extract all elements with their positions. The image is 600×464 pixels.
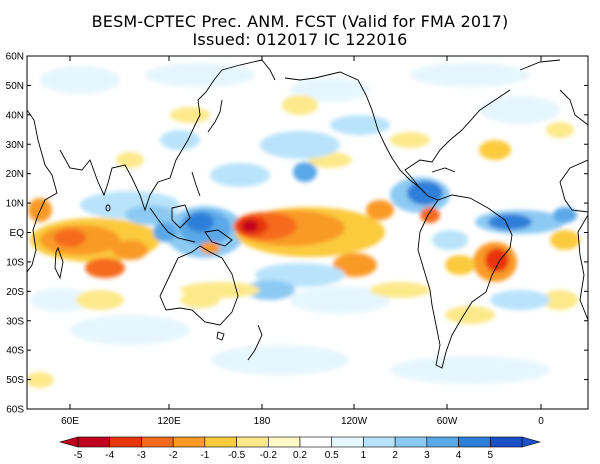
latitude-axis: 60N 50N 40N 30N 20N 10N EQ 10S 20S 30S 40S 50S 60S bbox=[6, 52, 588, 416]
lat-label: 50S bbox=[6, 375, 24, 386]
longitude-axis: 60E 120E 180 120W 60W 0 bbox=[61, 56, 544, 427]
colorbar-label: -0.2 bbox=[260, 450, 278, 461]
colorbar-swatch bbox=[236, 436, 269, 448]
lat-label: 30S bbox=[6, 316, 24, 327]
lat-label: 40N bbox=[6, 110, 24, 121]
colorbar-swatch bbox=[394, 436, 428, 448]
anomaly-field bbox=[27, 63, 580, 388]
colorbar-label: 0.5 bbox=[325, 450, 339, 461]
lat-label: 10S bbox=[6, 257, 24, 268]
lat-label: 60N bbox=[6, 52, 24, 63]
colorbar-swatch bbox=[204, 436, 237, 448]
lat-label: 10N bbox=[6, 199, 24, 210]
coastlines bbox=[27, 59, 588, 369]
colorbar-swatch bbox=[267, 436, 301, 448]
lat-label: 40S bbox=[6, 346, 24, 357]
lon-label: 60W bbox=[437, 416, 458, 427]
colorbar-label: 2 bbox=[392, 450, 398, 461]
lon-label: 120W bbox=[341, 416, 368, 427]
colorbar-label: -3 bbox=[137, 450, 146, 461]
colorbar: -5 -4 -3 -2 -1 -0.5 -0.2 0.2 0.5 1 2 3 4 5 bbox=[58, 436, 542, 461]
lon-label: 0 bbox=[538, 416, 544, 427]
colorbar-swatch bbox=[141, 436, 174, 448]
colorbar-label: 0.2 bbox=[293, 450, 307, 461]
colorbar-label: 5 bbox=[488, 450, 494, 461]
colorbar-label: -5 bbox=[74, 450, 83, 461]
lat-label: EQ bbox=[10, 228, 25, 239]
colorbar-label: -1 bbox=[200, 450, 209, 461]
figure-subtitle: Issued: 012017 IC 122016 bbox=[192, 30, 408, 49]
figure-title: BESM-CPTEC Prec. ANM. FCST (Valid for FM… bbox=[91, 12, 509, 31]
lat-label: 30N bbox=[6, 140, 24, 151]
colorbar-swatch bbox=[299, 436, 333, 448]
colorbar-swatch bbox=[331, 436, 364, 448]
lat-label: 50N bbox=[6, 81, 24, 92]
colorbar-label: -2 bbox=[169, 450, 178, 461]
colorbar-label: -4 bbox=[105, 450, 114, 461]
colorbar-right-arrow bbox=[521, 436, 542, 448]
colorbar-swatch bbox=[363, 436, 396, 448]
lon-label: 180 bbox=[254, 416, 271, 427]
colorbar-swatch bbox=[172, 436, 206, 448]
colorbar-label: 3 bbox=[424, 450, 430, 461]
colorbar-swatch bbox=[489, 436, 523, 448]
lon-label: 60E bbox=[61, 416, 79, 427]
colorbar-label: 4 bbox=[456, 450, 462, 461]
colorbar-swatch bbox=[109, 436, 142, 448]
lon-label: 120E bbox=[157, 416, 181, 427]
colorbar-swatch bbox=[426, 436, 459, 448]
lat-label: 20N bbox=[6, 169, 24, 180]
colorbar-left-arrow bbox=[58, 436, 79, 448]
colorbar-swatch bbox=[77, 436, 111, 448]
lat-label: 20S bbox=[6, 287, 24, 298]
colorbar-label: 1 bbox=[361, 450, 367, 461]
lat-label: 60S bbox=[6, 405, 24, 416]
colorbar-label: -0.5 bbox=[228, 450, 246, 461]
colorbar-swatch bbox=[458, 436, 491, 448]
